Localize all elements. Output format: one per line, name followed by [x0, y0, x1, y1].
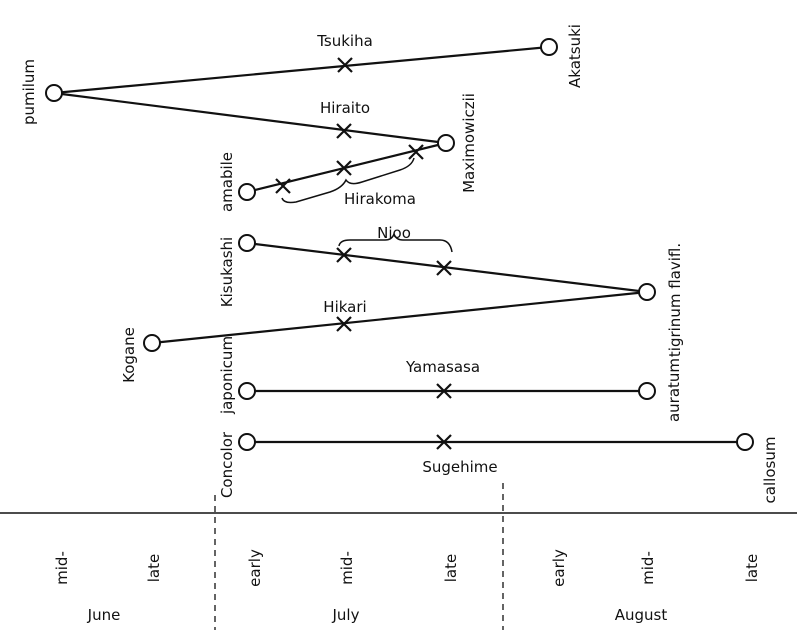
label-concolor: Concolor: [218, 431, 236, 498]
label-akatsuki: Akatsuki: [566, 24, 584, 88]
period-august-early: early: [550, 549, 568, 587]
label-japonicum: japonicum: [218, 336, 236, 415]
label-amabile: amabile: [218, 152, 236, 212]
cross-hirakoma-3: [408, 144, 424, 160]
brace-nioo: [338, 231, 453, 253]
label-tigrinum-flavifl: tigrinum flavifl.: [666, 243, 684, 357]
node-tigrinum: [638, 283, 656, 301]
node-auratum: [638, 382, 656, 400]
period-july-mid: mid-: [338, 551, 356, 585]
cross-hikari: [336, 316, 352, 332]
label-tsukiha: Tsukiha: [316, 32, 373, 50]
cross-hirakoma-2: [336, 160, 352, 176]
cross-hiraito: [336, 123, 352, 139]
node-maximowiczii: [437, 134, 455, 152]
label-yamasasa: Yamasasa: [405, 358, 480, 376]
label-maximowiczii: Maximowiczii: [460, 93, 478, 193]
node-concolor: [238, 433, 256, 451]
node-kisukashi: [238, 234, 256, 252]
label-nioo: Nioo: [377, 224, 411, 242]
node-pumilum: [45, 84, 63, 102]
period-july-late: late: [442, 554, 460, 582]
node-kogane: [143, 334, 161, 352]
line-kisukashi-tigrinum: [246, 241, 648, 294]
month-august: August: [615, 606, 668, 624]
node-amabile: [238, 183, 256, 201]
line-pumilum-akatsuki: [53, 45, 550, 95]
node-akatsuki: [540, 38, 558, 56]
label-hirakoma: Hirakoma: [344, 190, 416, 208]
cross-nioo-2: [436, 260, 452, 276]
label-pumilum: pumilum: [20, 59, 38, 125]
label-callosum: callosum: [761, 437, 779, 504]
month-june: June: [87, 606, 121, 624]
cross-sugehime: [436, 434, 452, 450]
brace-hirakoma: [281, 157, 415, 204]
period-august-mid: mid-: [639, 551, 657, 585]
period-june-late: late: [145, 554, 163, 582]
label-hiraito: Hiraito: [320, 99, 370, 117]
line-kogane-tigrinum: [151, 290, 648, 345]
period-august-late: late: [743, 554, 761, 582]
label-auratum: auratum: [665, 358, 683, 422]
month-july: July: [332, 606, 360, 624]
cross-hirakoma-1: [275, 178, 291, 194]
label-kisukashi: Kisukashi: [218, 237, 236, 307]
label-hikari: Hikari: [323, 298, 366, 316]
node-japonicum: [238, 382, 256, 400]
line-pumilum-maximowiczii: [53, 91, 447, 145]
node-callosum: [736, 433, 754, 451]
cross-yamasasa: [436, 383, 452, 399]
cross-nioo-1: [336, 247, 352, 263]
period-july-early: early: [246, 549, 264, 587]
label-kogane: Kogane: [120, 327, 138, 383]
period-june-mid: mid-: [53, 551, 71, 585]
cross-tsukiha: [337, 57, 353, 73]
label-sugehime: Sugehime: [422, 458, 497, 476]
